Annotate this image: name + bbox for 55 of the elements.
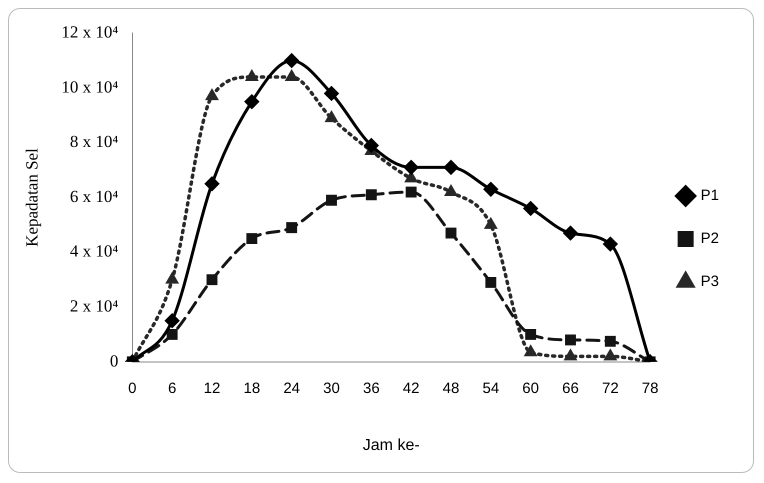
point: [565, 334, 576, 346]
x-tick-label: 24: [283, 380, 300, 397]
y-tick-label: 2 x 10⁴: [70, 296, 118, 316]
x-tick-label: 6: [168, 380, 176, 397]
point: [485, 276, 496, 288]
point: [205, 88, 219, 100]
point: [523, 200, 538, 216]
point: [164, 313, 180, 328]
x-tick-label: 12: [204, 380, 220, 397]
x-tick-label: 60: [522, 380, 539, 397]
x-tick-label: 30: [323, 380, 340, 397]
point: [244, 94, 260, 110]
x-tick-label: 72: [602, 380, 619, 397]
point: [604, 336, 616, 347]
point: [446, 228, 456, 239]
x-tick-label: 0: [128, 380, 136, 397]
point: [406, 186, 417, 198]
point: [206, 274, 218, 286]
point: [364, 138, 379, 153]
point: [444, 184, 458, 196]
point: [326, 194, 337, 206]
point: [483, 182, 498, 197]
y-tick-label: 12 x 10⁴: [61, 22, 118, 42]
point: [284, 53, 300, 68]
point: [245, 70, 258, 82]
x-axis-title: Jam ke-: [362, 436, 420, 454]
x-tick-label: 36: [362, 380, 380, 397]
legend-label: P3: [700, 273, 720, 290]
point: [404, 160, 419, 175]
point: [525, 328, 536, 340]
point: [443, 160, 458, 175]
y-tick-label: 0: [110, 351, 118, 370]
y-tick-label: 6 x 10⁴: [70, 186, 118, 206]
point: [204, 176, 220, 192]
point: [285, 70, 298, 82]
legend-label: P2: [700, 230, 720, 248]
x-tick-label: 54: [482, 380, 500, 397]
x-tick-label: 78: [642, 380, 658, 397]
y-axis-title: Kepadatan Sel: [22, 148, 42, 247]
point: [366, 189, 377, 200]
x-tick-label: 66: [562, 380, 579, 397]
x-tick-label: 48: [442, 380, 460, 397]
y-tick-label: 10 x 10⁴: [61, 77, 118, 96]
x-tick-label: 18: [243, 380, 260, 397]
point: [324, 86, 339, 101]
legend-label: P1: [700, 187, 720, 204]
y-tick-label: 4 x 10⁴: [70, 242, 118, 261]
point: [246, 233, 258, 244]
point: [602, 236, 618, 252]
x-tick-label: 42: [402, 380, 420, 397]
point: [166, 328, 178, 340]
point: [286, 222, 298, 234]
point: [324, 110, 338, 122]
y-tick-label: 8 x 10⁴: [70, 132, 118, 152]
point: [562, 226, 578, 241]
